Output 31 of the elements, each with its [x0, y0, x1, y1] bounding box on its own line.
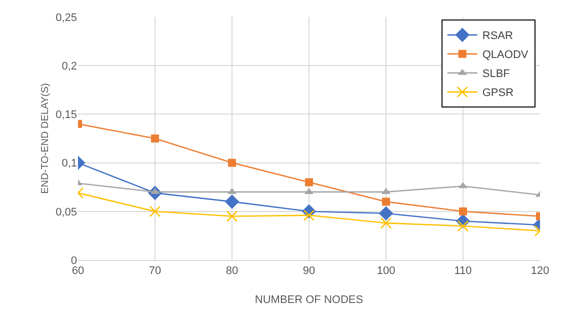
x-tick-label: 60	[72, 265, 84, 278]
legend-label: GPSR	[482, 87, 514, 100]
y-axis-title: END-TO-END DELAY(S)	[40, 83, 51, 194]
point	[382, 198, 390, 206]
point	[378, 206, 394, 220]
legend-label: QLAODV	[482, 49, 529, 62]
y-tick-label: 0,25	[56, 12, 77, 24]
point	[305, 178, 313, 186]
point	[151, 134, 159, 142]
x-tick-label: 120	[530, 265, 550, 278]
legend-label: SLBF	[482, 68, 510, 80]
point	[149, 206, 161, 218]
point	[303, 210, 315, 221]
x-axis-title: NUMBER OF NODES	[254, 294, 364, 306]
point	[457, 220, 469, 232]
x-tick-label: 110	[454, 265, 472, 278]
y-tick-label: 0	[70, 254, 77, 267]
x-tick-label: 90	[302, 265, 316, 278]
legend-label: RSAR	[482, 30, 513, 42]
point	[380, 217, 392, 229]
x-tick-label: 70	[148, 265, 162, 278]
x-tick-label: 80	[226, 265, 238, 278]
y-tick-label: 0,05	[56, 206, 77, 218]
y-tick-label: 0,15	[56, 109, 77, 122]
y-tick-label: 0,2	[62, 60, 77, 72]
point	[224, 194, 240, 209]
x-tick-label: 100	[376, 265, 396, 278]
point	[226, 210, 238, 222]
point	[459, 207, 467, 216]
point	[228, 158, 236, 167]
y-tick-label: 0,1	[62, 158, 77, 170]
